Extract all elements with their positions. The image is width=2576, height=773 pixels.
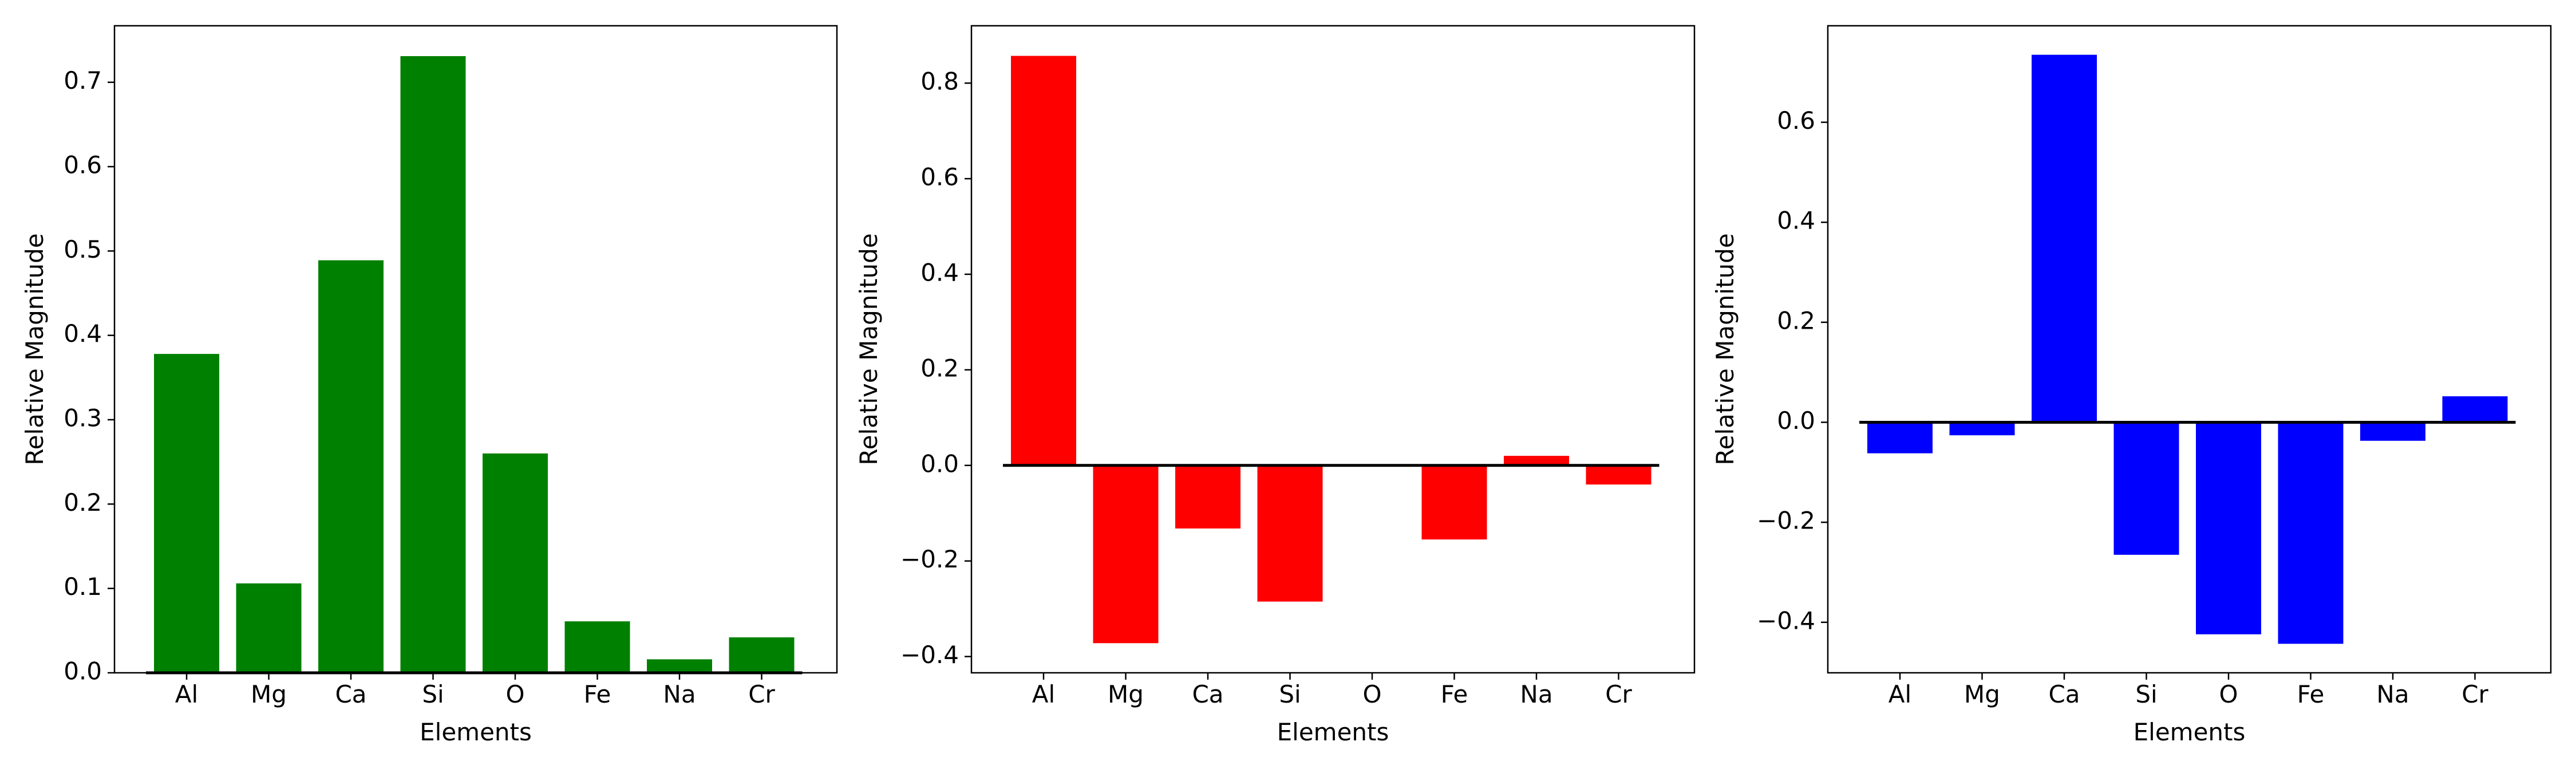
y-tick-label: −0.2 xyxy=(1757,507,1815,535)
bar-fe xyxy=(564,621,630,673)
bar-ca xyxy=(318,260,384,673)
bar-o xyxy=(483,453,548,673)
bar-si xyxy=(400,56,466,673)
x-tick-label-al: Al xyxy=(1888,680,1911,708)
x-tick-label-na: Na xyxy=(663,680,696,708)
x-tick-label-cr: Cr xyxy=(748,680,775,708)
bar-ca xyxy=(1175,465,1240,529)
y-tick-label: 0.2 xyxy=(1777,306,1815,334)
y-tick-label: 0.7 xyxy=(64,66,102,94)
y-tick-label: 0.5 xyxy=(64,235,102,263)
x-tick-label-cr: Cr xyxy=(1605,680,1632,708)
y-axis-label: Relative Magnitude xyxy=(855,233,883,465)
bar-cr xyxy=(1586,465,1652,485)
bar-cr xyxy=(2442,396,2508,423)
y-axis-label: Relative Magnitude xyxy=(1711,233,1739,465)
x-axis-label: Elements xyxy=(1277,718,1389,746)
bar-mg xyxy=(236,583,302,673)
y-tick-label: 0.0 xyxy=(1777,407,1815,435)
y-tick-label: −0.2 xyxy=(900,545,959,573)
bar-ca xyxy=(2032,54,2097,423)
axes-frame xyxy=(1827,25,2552,674)
bar-fe xyxy=(2278,422,2344,644)
bar-na xyxy=(2360,422,2425,441)
x-tick-label-na: Na xyxy=(1520,680,1552,708)
x-tick-label-al: Al xyxy=(175,680,198,708)
y-tick-label: 0.0 xyxy=(920,449,959,478)
x-tick-label-mg: Mg xyxy=(1108,680,1144,708)
bar-o xyxy=(2196,422,2261,634)
x-tick-label-cr: Cr xyxy=(2462,680,2488,708)
y-tick-label: 0.8 xyxy=(920,68,959,96)
bar-fe xyxy=(1421,465,1487,540)
x-tick-label-ca: Ca xyxy=(335,680,366,708)
bar-na xyxy=(647,659,712,673)
axes-frame xyxy=(113,25,838,674)
bar-chart-green: 0.0 0.1 0.2 0.3 0.4 0.5 0.6 0.7 Al Mg Ca Si O Fe Na Cr E… xyxy=(21,25,838,746)
x-tick-label-o: O xyxy=(505,680,524,708)
bar-na xyxy=(1504,456,1569,466)
x-tick-label-si: Si xyxy=(2135,680,2157,708)
x-tick-label-fe: Fe xyxy=(2297,680,2325,708)
y-tick-label: 0.4 xyxy=(1777,207,1815,235)
x-tick-label-fe: Fe xyxy=(1441,680,1468,708)
x-axis-label: Elements xyxy=(420,718,532,746)
x-tick-label-ca: Ca xyxy=(2048,680,2080,708)
y-tick-label: −0.4 xyxy=(1757,606,1815,634)
bar-chart-red: −0.4 −0.2 0.0 0.2 0.4 0.6 0.8 Al Mg Ca Si O Fe Na Cr El… xyxy=(855,25,1696,746)
y-tick-label: 0.4 xyxy=(64,320,102,348)
bar-mg xyxy=(1093,465,1159,644)
bar-al xyxy=(1011,56,1076,466)
bar-al xyxy=(154,354,219,673)
y-tick-label: 0.1 xyxy=(64,573,102,601)
x-tick-label-mg: Mg xyxy=(251,680,287,708)
x-tick-label-al: Al xyxy=(1032,680,1055,708)
bar-cr xyxy=(729,637,795,673)
y-tick-label: 0.2 xyxy=(920,354,959,382)
x-tick-label-si: Si xyxy=(1279,680,1301,708)
y-tick-label: 0.2 xyxy=(64,488,102,516)
y-tick-label: 0.4 xyxy=(920,258,959,286)
x-axis-label: Elements xyxy=(2134,718,2246,746)
x-tick-label-fe: Fe xyxy=(584,680,611,708)
x-tick-label-si: Si xyxy=(422,680,444,708)
x-tick-label-ca: Ca xyxy=(1192,680,1223,708)
y-tick-label: 0.6 xyxy=(64,151,102,179)
y-tick-label: 0.6 xyxy=(1777,107,1815,135)
bar-si xyxy=(2113,422,2179,555)
x-tick-label-na: Na xyxy=(2376,680,2409,708)
y-tick-label: 0.0 xyxy=(64,657,102,685)
bar-al xyxy=(1867,422,1933,453)
y-tick-label: −0.4 xyxy=(900,641,959,669)
y-tick-label: 0.3 xyxy=(64,404,102,432)
bar-mg xyxy=(1949,422,2015,436)
x-tick-label-o: O xyxy=(1362,680,1381,708)
y-tick-label: 0.6 xyxy=(920,163,959,191)
x-tick-label-o: O xyxy=(2219,680,2238,708)
axes-frame xyxy=(970,25,1696,674)
x-tick-label-mg: Mg xyxy=(1964,680,2000,708)
y-axis-label: Relative Magnitude xyxy=(21,233,49,465)
bar-si xyxy=(1257,465,1323,602)
bar-chart-blue: −0.4 −0.2 0.0 0.2 0.4 0.6 Al Mg Ca Si O Fe Na Cr Eleme… xyxy=(1711,25,2552,746)
